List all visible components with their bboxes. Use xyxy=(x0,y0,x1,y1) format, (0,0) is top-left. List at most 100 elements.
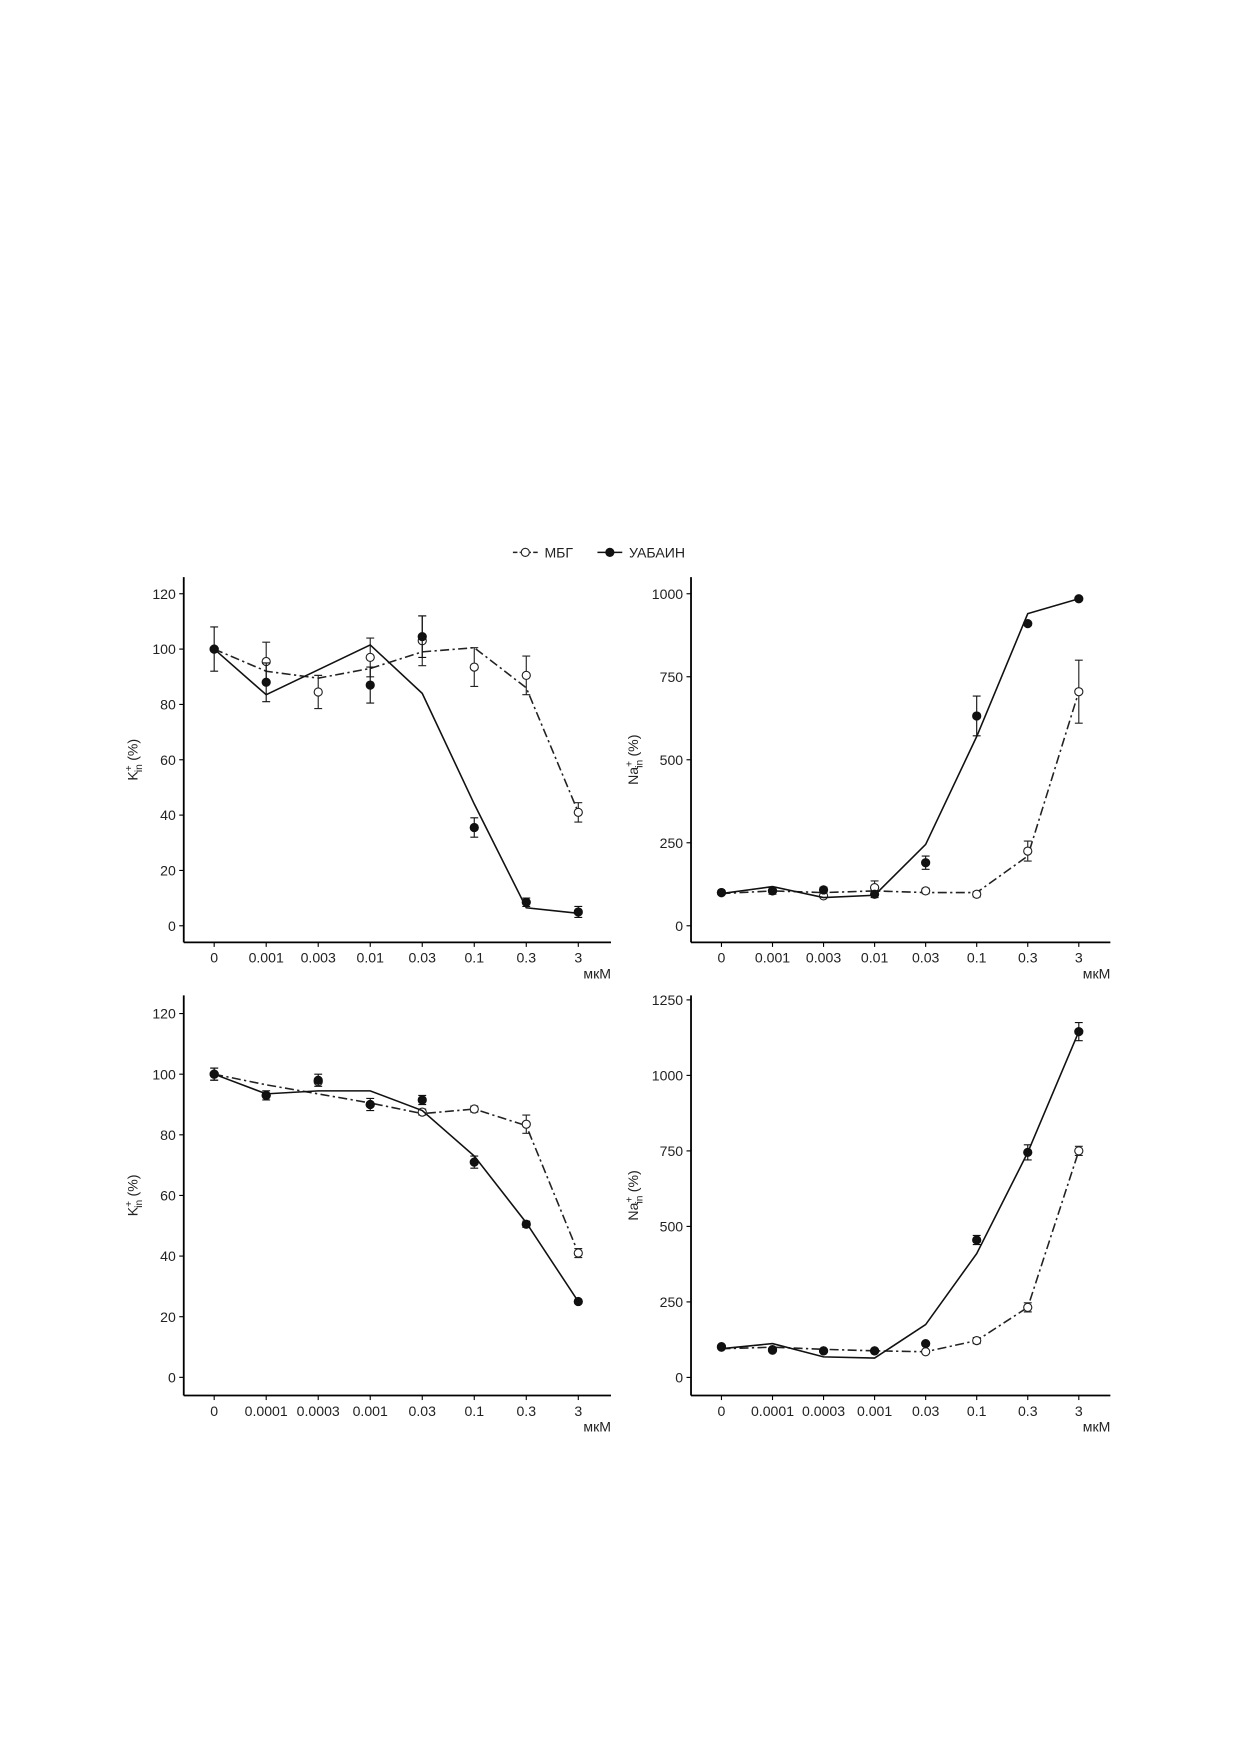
fit-line xyxy=(214,1073,580,1254)
data-point xyxy=(921,1347,931,1357)
y-tick-label: 120 xyxy=(152,586,176,602)
fit-line xyxy=(213,646,580,813)
legend: МБГ УАБАИН xyxy=(512,544,685,560)
data-point xyxy=(921,1338,931,1349)
panel: 0 250 500 750 1000 0 0.001 0.003 0.01 0.03 0.1 0.3 3… xyxy=(624,577,1110,981)
y-tick-label: 0 xyxy=(168,918,176,934)
data-point xyxy=(818,885,829,895)
fit-line xyxy=(721,1150,1080,1353)
x-tick-label: 0.03 xyxy=(912,1403,940,1419)
data-point xyxy=(1074,594,1084,604)
y-tick-label: 1000 xyxy=(652,1067,683,1083)
x-tick-label: 0 xyxy=(210,950,218,966)
panel: 0 250 500 750 1000 1250 0 0.0001 0.0003 0.001 0.03… xyxy=(624,992,1110,1435)
data-point xyxy=(972,889,982,899)
fit-line xyxy=(721,597,1080,899)
y-tick-label: 1000 xyxy=(652,586,683,602)
y-tick-label: 60 xyxy=(160,1188,176,1204)
x-tick-label: 0.01 xyxy=(357,950,385,966)
x-tick-label: 3 xyxy=(1075,1403,1083,1419)
x-tick-label: 0.003 xyxy=(806,950,841,966)
data-point xyxy=(469,662,479,672)
y-axis-label: K+in (%) xyxy=(124,1175,145,1217)
x-tick-label: 0.1 xyxy=(464,950,484,966)
x-tick-label: 0.001 xyxy=(755,950,790,966)
y-label-sup: + xyxy=(124,765,135,771)
data-point xyxy=(1023,619,1033,629)
fit-line xyxy=(213,643,579,915)
legend-label: УАБАИН xyxy=(629,544,685,560)
data-point xyxy=(1074,687,1084,697)
data-point xyxy=(573,807,583,817)
y-label-unit: (%) xyxy=(625,735,641,757)
y-label-base: K xyxy=(125,771,141,781)
data-point xyxy=(417,632,427,642)
y-label-sup: + xyxy=(124,1201,135,1207)
y-axis-label: Na+in (%) xyxy=(624,735,645,785)
data-point xyxy=(921,858,931,868)
data-point xyxy=(521,670,531,680)
y-tick-label: 120 xyxy=(152,1006,176,1022)
panel: 0 20 40 60 80 100 120 0 0.0001 0.0003 0.001 0.03 0.1… xyxy=(124,995,611,1435)
data-point xyxy=(365,680,375,690)
data-point xyxy=(869,1346,880,1356)
data-point xyxy=(469,1157,479,1167)
data-point xyxy=(972,1235,982,1245)
x-tick-label: 3 xyxy=(574,950,582,966)
x-tick-label: 0.003 xyxy=(301,950,336,966)
y-label-base: Na xyxy=(625,767,641,785)
y-label-sup: + xyxy=(624,1197,635,1203)
y-label-sup: + xyxy=(624,761,635,767)
data-point xyxy=(209,644,219,654)
data-point xyxy=(261,677,271,687)
data-point xyxy=(1023,846,1033,856)
y-tick-label: 0 xyxy=(168,1369,176,1385)
y-axis-label: K+in (%) xyxy=(124,739,145,781)
y-label-unit: (%) xyxy=(625,1170,641,1192)
y-tick-label: 80 xyxy=(160,1127,176,1143)
x-tick-label: 0 xyxy=(718,1403,726,1419)
x-axis-label: мкМ xyxy=(1083,1419,1111,1435)
data-point xyxy=(573,907,583,917)
x-tick-label: 0 xyxy=(210,1403,218,1419)
legend-marker xyxy=(520,547,530,557)
x-tick-label: 0.0001 xyxy=(245,1403,288,1419)
y-label-sub: in xyxy=(635,760,646,768)
fit-line xyxy=(721,691,1080,895)
data-point xyxy=(365,1099,375,1110)
x-axis-label: мкМ xyxy=(583,965,611,981)
data-point xyxy=(921,886,931,896)
fit-line xyxy=(213,1073,579,1302)
data-point xyxy=(1023,1147,1033,1158)
y-tick-label: 750 xyxy=(660,669,684,685)
data-point xyxy=(767,886,778,896)
y-axis-label: Na+in (%) xyxy=(624,1170,645,1220)
y-label-sub: in xyxy=(134,1200,145,1208)
x-tick-label: 0.0001 xyxy=(751,1403,794,1419)
data-point xyxy=(365,652,375,663)
data-point xyxy=(469,822,479,833)
x-tick-label: 0.1 xyxy=(967,950,987,966)
data-point xyxy=(716,1341,727,1352)
y-label-sub: in xyxy=(134,764,145,772)
y-tick-label: 100 xyxy=(152,641,176,657)
y-tick-label: 100 xyxy=(152,1066,176,1082)
legend-marker xyxy=(605,547,615,557)
data-point xyxy=(313,1075,323,1085)
y-tick-label: 500 xyxy=(660,1218,684,1234)
x-tick-label: 0.0003 xyxy=(297,1403,340,1419)
y-tick-label: 20 xyxy=(160,863,176,879)
panel: 0 20 40 60 80 100 120 0 0.001 0.003 0.01 0.03 0.1 0.3… xyxy=(124,577,611,981)
data-point xyxy=(469,1104,479,1114)
data-point xyxy=(972,1335,982,1346)
y-tick-label: 0 xyxy=(675,1369,683,1385)
y-label-base: Na xyxy=(625,1202,641,1220)
x-tick-label: 0.3 xyxy=(1018,1403,1038,1419)
x-tick-label: 0.03 xyxy=(409,950,437,966)
x-tick-label: 0.3 xyxy=(516,950,536,966)
x-tick-label: 0.0003 xyxy=(802,1403,845,1419)
data-point xyxy=(417,1095,427,1105)
y-tick-label: 1250 xyxy=(652,992,683,1008)
